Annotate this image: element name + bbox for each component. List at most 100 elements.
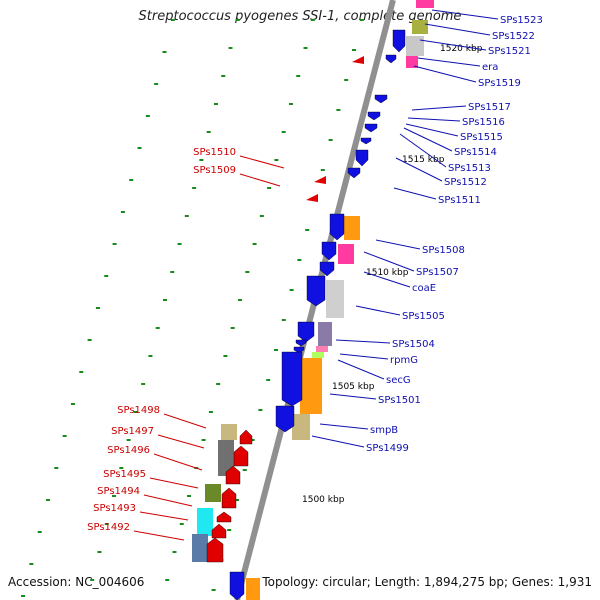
gene-label[interactable]: coaE [412,283,436,294]
label-leader-line [157,434,205,449]
label-leader-line [311,435,365,448]
label-leader-line [375,239,421,250]
gene-arrow[interactable] [385,54,397,64]
label-leader-line [319,423,369,430]
cog-box [192,534,208,562]
gene-arrow[interactable] [360,137,372,145]
gene-arrow[interactable] [295,339,307,347]
gene-arrow[interactable] [306,275,326,307]
label-leader-line [417,57,481,67]
label-leader-line [363,271,411,288]
gene-arrow[interactable] [229,571,245,600]
kbp-label: 1510 kbp [366,268,409,278]
label-leader-line [149,477,199,489]
gene-label[interactable]: SPs1516 [462,117,505,128]
gene-label[interactable]: SPs1492 [87,522,130,533]
gene-label[interactable]: SPs1513 [448,163,491,174]
gene-arrow[interactable] [329,213,345,241]
gene-arrow[interactable] [275,405,295,433]
gene-label[interactable]: SPs1515 [460,132,503,143]
gene-label[interactable]: SPs1505 [402,311,445,322]
gene-arrow[interactable] [239,429,253,445]
gene-arrow[interactable] [225,465,241,485]
gene-arrow[interactable] [293,346,305,354]
gene-arrow[interactable] [347,167,361,179]
gene-arrow[interactable] [233,445,249,467]
label-leader-line [239,155,285,169]
gene-label[interactable]: SPs1521 [488,46,531,57]
gene-label[interactable]: rpmG [390,355,418,366]
gene-label[interactable]: SPs1504 [392,339,435,350]
gene-arrows[interactable] [206,29,406,600]
label-leader-line [405,123,459,137]
cog-boxes [192,0,434,600]
gene-arrow[interactable] [392,29,406,53]
gene-label[interactable]: SPs1493 [93,503,136,514]
gene-arrow[interactable] [297,321,315,343]
gene-label[interactable]: SPs1510 [193,147,236,158]
gene-label[interactable]: SPs1501 [378,395,421,406]
kbp-label: 1520 kbp [440,44,483,54]
cog-box [318,322,332,346]
gene-label[interactable]: SPs1499 [366,443,409,454]
cog-box [406,56,418,68]
gene-arrow[interactable] [321,241,337,261]
gene-arrow[interactable] [367,111,381,121]
gene-arrow[interactable] [221,487,237,509]
cog-box [316,346,328,352]
label-leader-line [363,251,415,272]
gene-label[interactable]: smpB [370,425,398,436]
label-leader-line [419,39,487,51]
gene-arrow[interactable] [206,537,224,563]
gene-arrow[interactable] [306,194,318,202]
gene-label[interactable]: SPs1496 [107,445,150,456]
gene-arrow[interactable] [281,351,303,407]
left-gene-labels[interactable]: SPs1510 SPs1509 SPs1498 SPs1497 SPs1496 SPs14… [87,147,285,541]
gene-label[interactable]: SPs1498 [117,405,160,416]
gene-label[interactable]: SPs1494 [97,486,140,497]
gene-arrow[interactable] [216,511,232,523]
cog-box [218,440,234,476]
gene-arrow[interactable] [364,123,378,133]
gene-label[interactable]: SPs1519 [478,78,521,89]
gene-label[interactable]: secG [386,375,411,386]
gene-label[interactable]: SPs1523 [500,15,543,26]
map-title: Streptococcus pyogenes SSI-1, complete g… [138,9,462,24]
label-leader-line [143,494,193,507]
accession-text: Accession: NC_004606 [8,575,145,589]
gene-label[interactable]: SPs1507 [416,267,459,278]
label-leader-line [163,413,207,429]
gene-label[interactable]: SPs1511 [438,195,481,206]
label-leader-line [139,511,189,521]
label-leader-line [335,339,391,344]
gene-label[interactable]: SPs1514 [454,147,497,158]
gene-label[interactable]: SPs1509 [193,165,236,176]
label-leader-line [239,173,281,187]
gene-arrow[interactable] [319,261,335,277]
kbp-labels: 1520 kbp 1515 kbp 1510 kbp 1505 kbp 1500 kbp [302,44,483,505]
gene-label[interactable]: SPs1497 [111,426,154,437]
gene-arrow[interactable] [211,523,227,539]
cog-box [221,424,237,440]
gene-label[interactable]: SPs1508 [422,245,465,256]
gene-label[interactable]: SPs1495 [103,469,146,480]
gene-arrow[interactable] [314,176,326,184]
tick-marks [21,19,364,597]
cog-box [416,0,434,8]
label-leader-line [337,359,385,380]
kbp-label: 1500 kbp [302,495,345,505]
label-leader-line [393,187,437,200]
gene-label[interactable]: SPs1522 [492,31,535,42]
gene-arrow[interactable] [355,149,369,167]
gene-arrow[interactable] [352,56,364,64]
gene-label[interactable]: SPs1512 [444,177,487,188]
label-leader-line [329,393,377,400]
gene-label[interactable]: era [482,62,498,73]
gene-label[interactable]: SPs1517 [468,102,511,113]
gene-arrow[interactable] [374,94,388,104]
label-leader-line [413,65,477,83]
cog-box [300,358,322,414]
cog-box [292,414,310,440]
right-gene-labels[interactable]: SPs1523 SPs1522 SPs1521 era SPs1519 SPs1517 SP… [311,9,543,454]
